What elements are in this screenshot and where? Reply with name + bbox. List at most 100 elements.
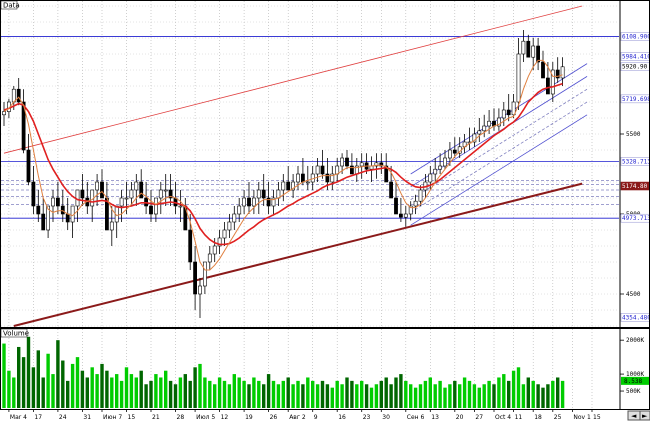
price-tag-box	[620, 157, 650, 166]
candle-body	[379, 162, 384, 167]
volume-bar	[12, 377, 16, 408]
volume-bar	[124, 367, 129, 408]
volume-bar	[315, 384, 320, 408]
candle-body	[163, 189, 168, 192]
volume-bar	[526, 377, 530, 408]
volume-pane-label: Volume	[3, 330, 29, 338]
volume-bar	[369, 387, 374, 408]
candle-body	[217, 237, 222, 247]
candle-body	[266, 197, 271, 207]
candle-body	[2, 111, 6, 116]
price-tag-label: 5719.6984	[622, 96, 650, 103]
volume-bar	[208, 380, 212, 408]
volume-bar	[516, 367, 521, 408]
volume-bar	[213, 384, 217, 408]
volume-bar	[521, 384, 526, 408]
volume-bar	[198, 363, 202, 408]
candle-body	[438, 165, 443, 170]
volume-bar	[257, 380, 261, 408]
price-pane-label: Data	[3, 2, 20, 10]
volume-bar	[399, 374, 403, 408]
candle-body	[222, 229, 227, 239]
candle-body	[203, 261, 207, 287]
candle-body	[408, 205, 413, 215]
candle-body	[516, 53, 521, 103]
candle-body	[46, 205, 51, 231]
volume-bar	[178, 377, 183, 408]
volume-bar	[467, 380, 472, 408]
volume-bar	[492, 384, 496, 408]
volume-bar	[149, 380, 153, 408]
y-tick-label: 5500	[626, 131, 641, 138]
candle-body	[55, 197, 60, 207]
candle-body	[477, 130, 482, 135]
x-tick-label: 12	[221, 414, 229, 421]
candle-body	[315, 165, 320, 175]
candle-body	[212, 245, 217, 255]
volume-bar	[168, 380, 173, 408]
candle-body	[526, 40, 531, 58]
volume-bar	[404, 380, 408, 408]
volume-bar	[159, 377, 163, 408]
volume-bar	[291, 384, 295, 408]
scroll-right-button[interactable]	[639, 410, 650, 421]
candle-body	[374, 162, 379, 167]
candle-body	[555, 69, 560, 79]
candle-body	[389, 181, 394, 199]
candle-body	[501, 109, 506, 119]
candle-body	[281, 181, 286, 191]
volume-bar	[355, 384, 359, 408]
x-tick-label: Июл 5	[196, 414, 215, 421]
y-tick-label: 2000K	[626, 337, 644, 344]
volume-bar	[105, 370, 109, 408]
volume-bar	[443, 387, 447, 408]
volume-bar	[90, 367, 94, 408]
volume-last-value-label: 8.538	[624, 378, 642, 385]
x-tick-label: 18	[534, 414, 542, 421]
candle-body	[300, 173, 305, 183]
volume-bar	[296, 380, 300, 408]
candle-body	[271, 197, 276, 207]
volume-bar	[384, 377, 388, 408]
volume-bar	[110, 377, 114, 408]
x-tick-label: Nov 1	[573, 414, 591, 421]
candle-body	[384, 165, 389, 183]
volume-bars	[2, 336, 565, 408]
x-tick-label: 23	[363, 414, 371, 421]
candle-body	[345, 157, 349, 167]
candle-body	[482, 125, 487, 132]
candle-body	[31, 181, 36, 207]
volume-bar	[306, 377, 310, 408]
candle-body	[286, 181, 291, 191]
volume-bar	[70, 363, 75, 408]
candle-body	[403, 213, 408, 218]
volume-bar	[164, 370, 168, 408]
candle-body	[100, 181, 104, 199]
price-tag-box	[620, 313, 650, 322]
candle-body	[511, 101, 516, 116]
volume-bar	[217, 377, 222, 408]
price-tag-box	[620, 213, 650, 223]
volume-bar	[374, 384, 379, 408]
volume-bar	[31, 367, 36, 408]
volume-bar	[36, 350, 40, 408]
candle-body	[95, 181, 100, 191]
candle-body	[178, 205, 183, 208]
candle-body	[232, 213, 237, 223]
x-tick-label: 20	[456, 414, 464, 421]
candle-body	[119, 197, 124, 207]
candle-body	[129, 189, 134, 199]
candle-body	[340, 157, 345, 167]
candle-body	[545, 77, 550, 95]
x-tick-label: 28	[177, 414, 185, 421]
volume-bar	[438, 380, 442, 408]
volume-bar	[139, 370, 143, 408]
trendline	[13, 182, 583, 327]
volume-bar	[115, 374, 119, 408]
volume-bar	[320, 380, 325, 408]
price-tag-label: 4354.4800	[622, 314, 650, 321]
candle-body	[198, 285, 202, 295]
volume-bar	[188, 380, 192, 408]
volume-bar	[551, 380, 555, 408]
